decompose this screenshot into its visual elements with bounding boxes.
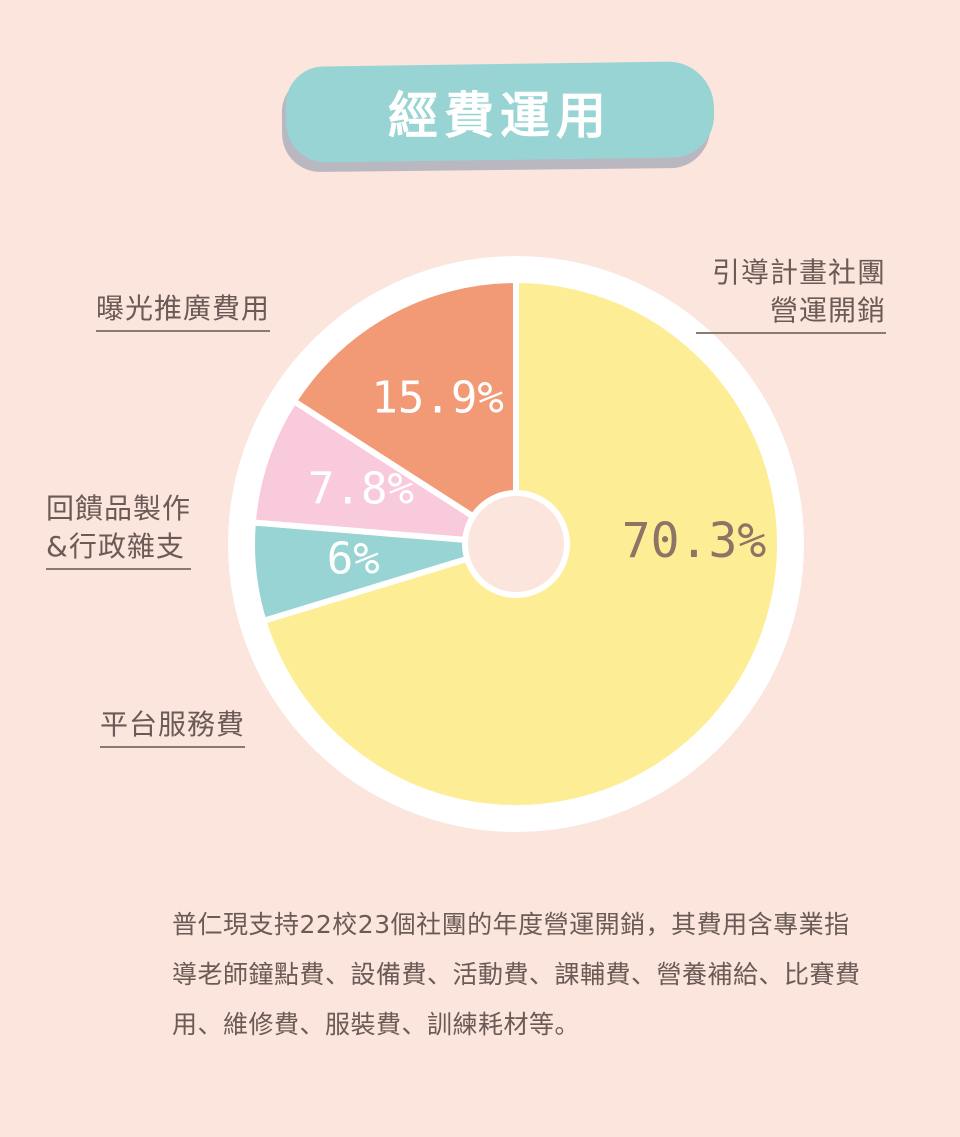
page-title: 經費運用 bbox=[388, 87, 612, 145]
pie-value-label-2: 7.8% bbox=[308, 463, 414, 514]
pie-value-label-0: 70.3% bbox=[622, 513, 767, 569]
label-operations-line1: 引導計畫社團 bbox=[711, 256, 886, 289]
label-operations: 引導計畫社團 營運開銷 bbox=[696, 254, 886, 334]
label-gifts-line1: 回饋品製作 bbox=[46, 492, 192, 525]
pie-slice-2 bbox=[249, 398, 519, 547]
pie-hole bbox=[468, 496, 564, 592]
label-gifts: 回饋品製作 &行政雜支 bbox=[46, 490, 192, 570]
pie-value-label-3: 15.9% bbox=[371, 372, 503, 423]
pie-chart: 70.3% 6% 7.8% 15.9% bbox=[228, 256, 804, 832]
label-promotion: 曝光推廣費用 bbox=[96, 290, 271, 332]
description-text: 普仁現支持22校23個社團的年度營運開銷，其費用含專業指導老師鐘點費、設備費、活… bbox=[172, 910, 861, 1039]
label-operations-line2: 營運開銷 bbox=[769, 294, 886, 327]
label-platform: 平台服務費 bbox=[100, 706, 246, 748]
title-badge: 經費運用 bbox=[281, 61, 716, 174]
label-gifts-line2: &行政雜支 bbox=[46, 530, 185, 563]
pie-value-label-1: 6% bbox=[327, 533, 380, 584]
pie-slice-3 bbox=[290, 277, 519, 547]
